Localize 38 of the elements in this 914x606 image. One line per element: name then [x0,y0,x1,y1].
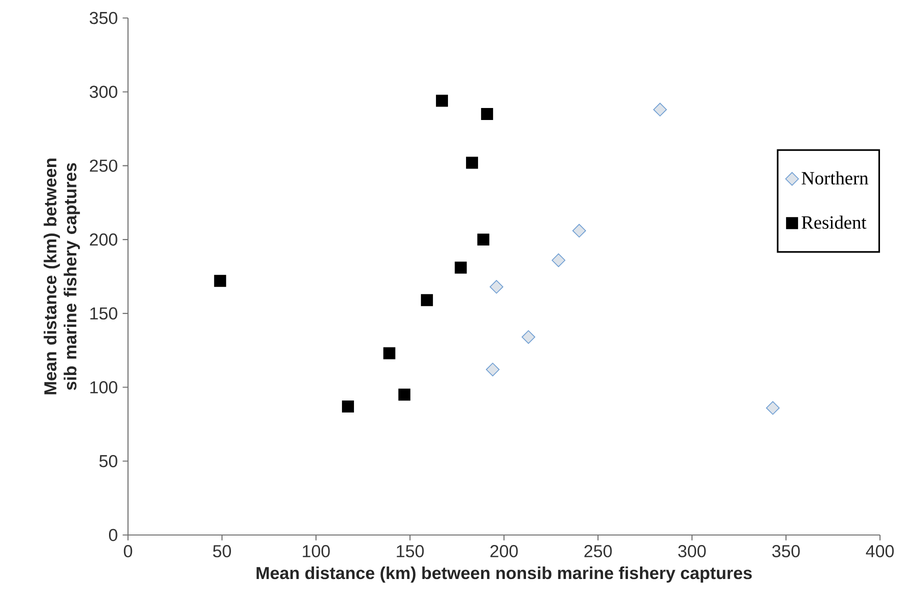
x-axis-title: Mean distance (km) between nonsib marine fishery captures [256,566,752,583]
point [436,94,448,107]
x-tick-label: 400 [866,545,894,558]
point [454,262,467,274]
x-tick-label: 250 [584,545,612,558]
point [342,400,354,412]
y-tick-label: 250 [90,160,118,172]
x-tick-label: 0 [124,545,132,558]
legend-label: Northern [802,171,868,185]
y-tick-label: 100 [90,381,118,394]
point [572,224,586,238]
legend-label: Resident [802,216,866,229]
x-tick-label: 350 [772,545,800,558]
point [420,294,433,306]
x-tick-label: 50 [213,545,231,558]
y-tick-label: 200 [90,233,118,246]
point [552,253,566,268]
x-tick-label: 200 [490,545,518,558]
y-tick-label: 0 [108,528,118,542]
x-tick-label: 300 [678,545,706,558]
y-tick-label: 150 [90,307,118,320]
point [466,156,478,169]
x-tick-label: 150 [396,545,424,558]
point [766,401,780,415]
point [486,362,500,376]
point [214,274,226,287]
x-tick-label: 100 [302,545,330,558]
point [383,347,396,360]
y-axis-title: Mean distance (km) between sib marine fishery captures [44,158,80,394]
y-tick-label: 50 [99,454,118,468]
point [522,330,536,344]
point [477,234,490,246]
point [481,108,494,120]
point [490,280,504,294]
point [653,102,667,116]
y-tick-label: 300 [90,86,118,98]
y-tick-label: 350 [90,12,118,24]
point [398,388,410,401]
